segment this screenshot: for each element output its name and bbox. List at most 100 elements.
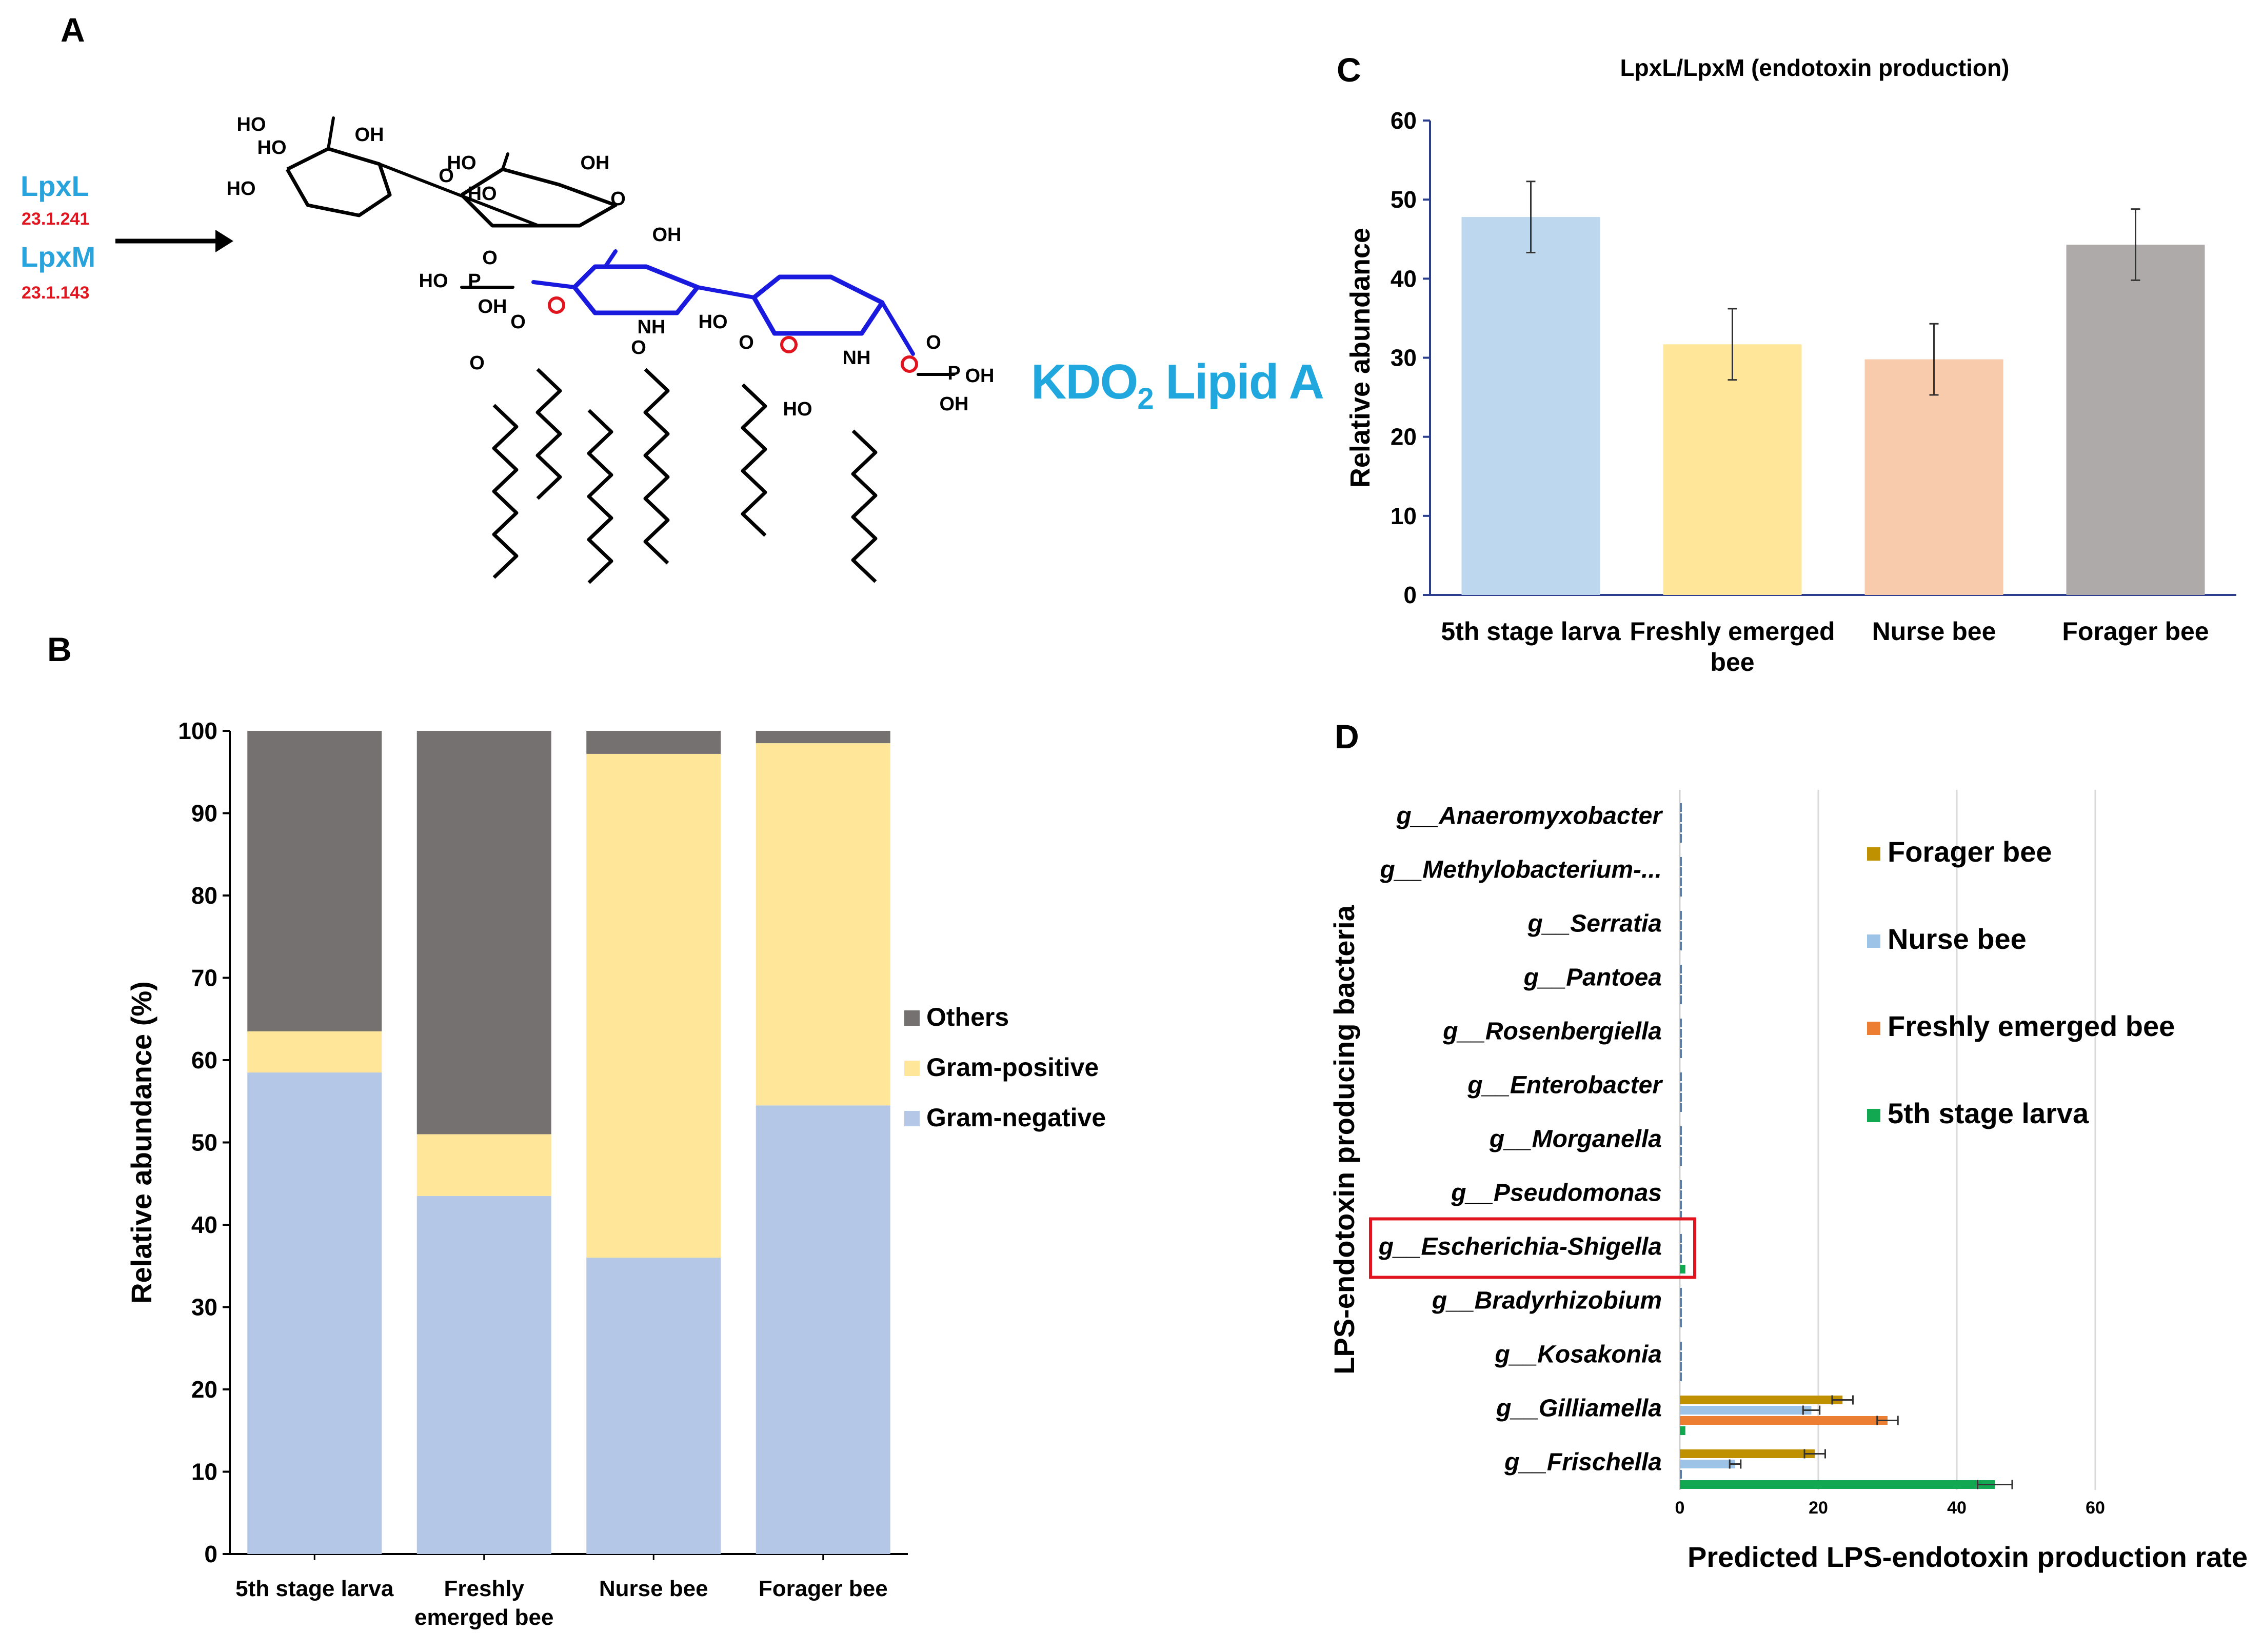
chart-b-y-tick-label: 100	[178, 718, 217, 744]
chart-d-genus-label-g-bradyrhizobium: g__Bradyrhizobium	[1432, 1287, 1662, 1315]
chart-d-bar-nurse-bee-g-rosenbergiella	[1680, 1029, 1682, 1038]
chart-b-bar-gram-positive-5th-stage-larva	[247, 1031, 382, 1073]
chart-d-bar-5th-stage-larva-g-gilliamella	[1680, 1426, 1685, 1435]
chart-c-y-tick-label: 50	[1391, 186, 1417, 213]
chart-b-y-tick-label: 90	[191, 800, 217, 827]
chart-d-legend-swatch-freshly-emerged-bee	[1867, 1022, 1880, 1035]
chart-d-bar-5th-stage-larva-g-bradyrhizobium	[1680, 1319, 1682, 1327]
chart-d-bar-5th-stage-larva-g-kosakonia	[1680, 1372, 1682, 1381]
chart-c-y-tick-label: 40	[1391, 265, 1417, 292]
chart-c-y-tick-label: 10	[1391, 503, 1417, 529]
chart-d-bar-5th-stage-larva-g-morganella	[1680, 1157, 1682, 1166]
chart-d-genus-label-g-enterobacter: g__Enterobacter	[1467, 1072, 1663, 1099]
chart-d-y-label: LPS-endotoxin producing bacteria	[1328, 905, 1360, 1375]
chart-d-bar-forager-bee-g-anaeromyxobacter	[1680, 803, 1682, 812]
chart-d-bar-freshly-emerged-bee-g-methylobacterium	[1680, 878, 1682, 886]
chart-d-highlight-box	[1369, 1217, 1696, 1279]
chart-d-genus-label-g-rosenbergiella: g__Rosenbergiella	[1442, 1018, 1662, 1045]
chart-d-genus-label-g-gilliamella: g__Gilliamella	[1496, 1395, 1662, 1422]
chart-d-genus-label-g-frischella: g__Frischella	[1504, 1449, 1662, 1476]
chart-b-bar-others-5th-stage-larva	[247, 731, 382, 1031]
chart-d-legend-swatch-forager-bee	[1867, 847, 1880, 861]
chart-b-bar-others-nurse-bee	[586, 731, 721, 754]
chart-d-genus-label-g-serratia: g__Serratia	[1527, 910, 1662, 938]
chart-d-bar-forager-bee-g-methylobacterium	[1680, 857, 1682, 866]
chart-d-legend-swatch-nurse-bee	[1867, 934, 1880, 948]
chart-d-genus-label-g-kosakonia: g__Kosakonia	[1495, 1341, 1662, 1368]
chart-c-y-label: Relative abundance	[1345, 228, 1376, 488]
chart-d-x-tick-label: 60	[2086, 1498, 2105, 1518]
chart-b-y-tick-label: 60	[191, 1047, 217, 1073]
chart-d-bar-nurse-bee-g-serratia	[1680, 921, 1682, 930]
enzyme-lpxm-ec: 23.1.143	[22, 283, 90, 303]
chart-c-x-tick-label: Forager bee	[2062, 617, 2209, 646]
chart-d-bar-freshly-emerged-bee-g-rosenbergiella	[1680, 1039, 1682, 1048]
chart-b-y-tick-label: 70	[191, 965, 217, 991]
chart-d-bar-forager-bee-g-escherichia-shigella	[1680, 1234, 1682, 1243]
chart-d-bar-freshly-emerged-bee-g-frischella	[1680, 1470, 1682, 1479]
chart-d-x-tick-label: 40	[1947, 1498, 1967, 1518]
chart-b-legend-swatch-others	[904, 1010, 920, 1026]
chart-d-bar-freshly-emerged-bee-g-serratia	[1680, 931, 1682, 940]
chart-b-legend-label-others: Others	[926, 1003, 1009, 1031]
chart-b-x-tick-label: Freshly	[444, 1576, 524, 1601]
chart-d-genus-label-g-pseudomonas: g__Pseudomonas	[1451, 1180, 1662, 1207]
chart-c-y-tick-label: 20	[1391, 424, 1417, 450]
chart-c-x-tick-label: Nurse bee	[1872, 617, 1996, 646]
molecule-label-suffix: Lipid A	[1153, 354, 1324, 409]
chart-b-y-tick-label: 10	[191, 1459, 217, 1485]
chart-b-bar-gram-positive-nurse-bee	[586, 753, 721, 1258]
chart-d-bar-forager-bee-g-rosenbergiella	[1680, 1019, 1682, 1027]
chart-b-bar-gram-negative-5th-stage-larva	[247, 1072, 382, 1554]
chart-b-bar-gram-positive-forager-bee	[756, 743, 890, 1106]
chart-c-y-tick-label: 0	[1403, 582, 1417, 608]
chart-d-bar-forager-bee-g-serratia	[1680, 911, 1682, 920]
panel-d-letter: D	[1335, 718, 1359, 755]
chart-c-y-tick-label: 30	[1391, 345, 1417, 371]
panel-b-letter: B	[47, 630, 72, 668]
enzyme-lpxl-ec: 23.1.241	[22, 209, 90, 229]
chart-d-bar-forager-bee-g-pantoea	[1680, 965, 1682, 973]
chart-d-x-tick-label: 20	[1809, 1498, 1828, 1518]
chart-d-bar-forager-bee-g-enterobacter	[1680, 1072, 1682, 1081]
chart-d-bar-5th-stage-larva-g-serratia	[1680, 942, 1682, 950]
chart-d-bar-freshly-emerged-bee-g-gilliamella	[1680, 1416, 1888, 1425]
enzyme-lpxl-name: LpxL	[21, 170, 89, 202]
chart-c-title: LpxL/LpxM (endotoxin production)	[1620, 54, 2010, 81]
chart-d-bar-nurse-bee-g-anaeromyxobacter	[1680, 813, 1682, 822]
chart-d-bar-forager-bee-g-frischella	[1680, 1449, 1815, 1458]
chart-d-bar-nurse-bee-g-kosakonia	[1680, 1352, 1682, 1361]
molecule-label: KDO2 Lipid A	[1031, 354, 1324, 416]
chart-d-bar-freshly-emerged-bee-g-enterobacter	[1680, 1093, 1682, 1102]
chart-b-y-tick-label: 50	[191, 1129, 217, 1156]
chart-d-bar-freshly-emerged-bee-g-anaeromyxobacter	[1680, 824, 1682, 832]
chart-b-x-tick-label: Forager bee	[759, 1576, 888, 1601]
chart-d-bar-nurse-bee-g-bradyrhizobium	[1680, 1298, 1682, 1307]
chart-c-x-tick-label: bee	[1710, 648, 1754, 676]
chart-d-bar-forager-bee-g-kosakonia	[1680, 1342, 1682, 1350]
chart-d-bar-forager-bee-g-gilliamella	[1680, 1396, 1843, 1404]
chart-d-bar-forager-bee-g-morganella	[1680, 1126, 1682, 1135]
chart-d-x-tick-label: 0	[1675, 1498, 1685, 1518]
chart-d-bar-nurse-bee-g-pseudomonas	[1680, 1190, 1682, 1199]
chart-d-bar-freshly-emerged-bee-g-kosakonia	[1680, 1362, 1682, 1371]
chart-d-bar-nurse-bee-g-frischella	[1680, 1460, 1735, 1468]
chart-d-bar-5th-stage-larva-g-frischella	[1680, 1480, 1995, 1489]
chart-d-genus-label-g-escherichia-shigella: g__Escherichia-Shigella	[1378, 1233, 1662, 1261]
chart-b-bar-others-freshly-emerged-bee	[416, 731, 551, 1134]
chart-c-bar-freshly-emerged-bee	[1663, 344, 1802, 595]
chart-b-y-tick-label: 30	[191, 1294, 217, 1321]
chart-d-bar-5th-stage-larva-g-escherichia-shigella	[1680, 1265, 1685, 1273]
chart-d-genus-label-g-methylobacterium: g__Methylobacterium-...	[1380, 857, 1662, 884]
panel-c-letter: C	[1337, 51, 1361, 89]
chart-b-x-tick-label: 5th stage larva	[235, 1576, 394, 1601]
chart-c-bar-forager-bee	[2066, 245, 2205, 595]
chart-c-x-tick-label: Freshly emerged	[1630, 617, 1835, 646]
chart-d-bar-freshly-emerged-bee-g-escherichia-shigella	[1680, 1255, 1682, 1263]
chart-b-bar-others-forager-bee	[756, 731, 890, 744]
molecule-label-subscript: 2	[1137, 382, 1154, 416]
chart-d-bar-nurse-bee-g-methylobacterium	[1680, 867, 1682, 876]
